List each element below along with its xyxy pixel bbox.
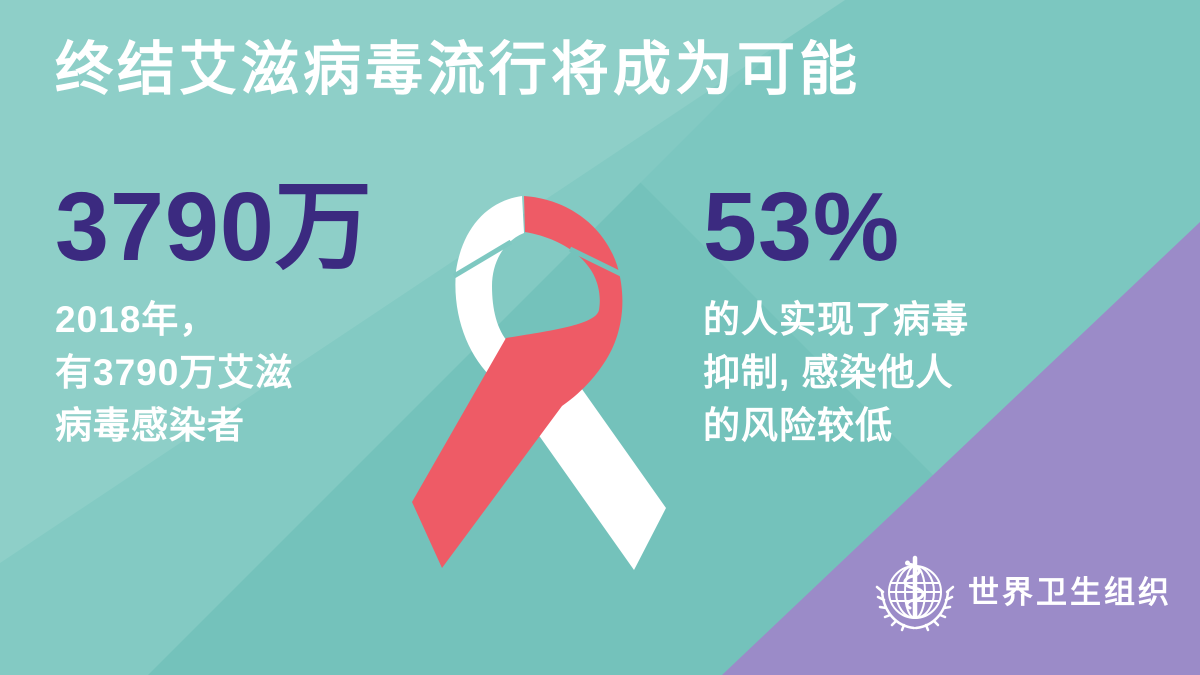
stat-line: 有3790万艾滋 bbox=[55, 352, 294, 393]
stat-value-left: 3790万 bbox=[55, 172, 373, 281]
stat-line: 病毒感染者 bbox=[55, 405, 245, 446]
stat-block-people-living-with-hiv: 3790万 2018年， 有3790万艾滋 病毒感染者 bbox=[55, 178, 415, 452]
stat-value-right: 53% bbox=[703, 172, 901, 281]
stat-description-right: 的人实现了病毒 抑制, 感染他人 的风险较低 bbox=[703, 293, 1063, 452]
stat-line: 2018年， bbox=[55, 299, 218, 340]
page-title: 终结艾滋病毒流行将成为可能 bbox=[55, 37, 862, 102]
ribbon-right-slit bbox=[568, 246, 623, 277]
ribbon-left-slit bbox=[452, 239, 513, 279]
stat-line: 抑制, 感染他人 bbox=[703, 352, 954, 393]
aids-ribbon-icon bbox=[412, 196, 666, 570]
stat-description-left: 2018年， 有3790万艾滋 病毒感染者 bbox=[55, 293, 415, 452]
stat-line: 的人实现了病毒 bbox=[703, 299, 969, 340]
stat-block-viral-suppression: 53% 的人实现了病毒 抑制, 感染他人 的风险较低 bbox=[703, 178, 1063, 452]
who-logo-icon bbox=[875, 555, 955, 632]
who-brand: 世界卫生组织 bbox=[874, 548, 1172, 636]
org-name: 世界卫生组织 bbox=[968, 574, 1172, 610]
stat-line: 的风险较低 bbox=[703, 405, 893, 446]
